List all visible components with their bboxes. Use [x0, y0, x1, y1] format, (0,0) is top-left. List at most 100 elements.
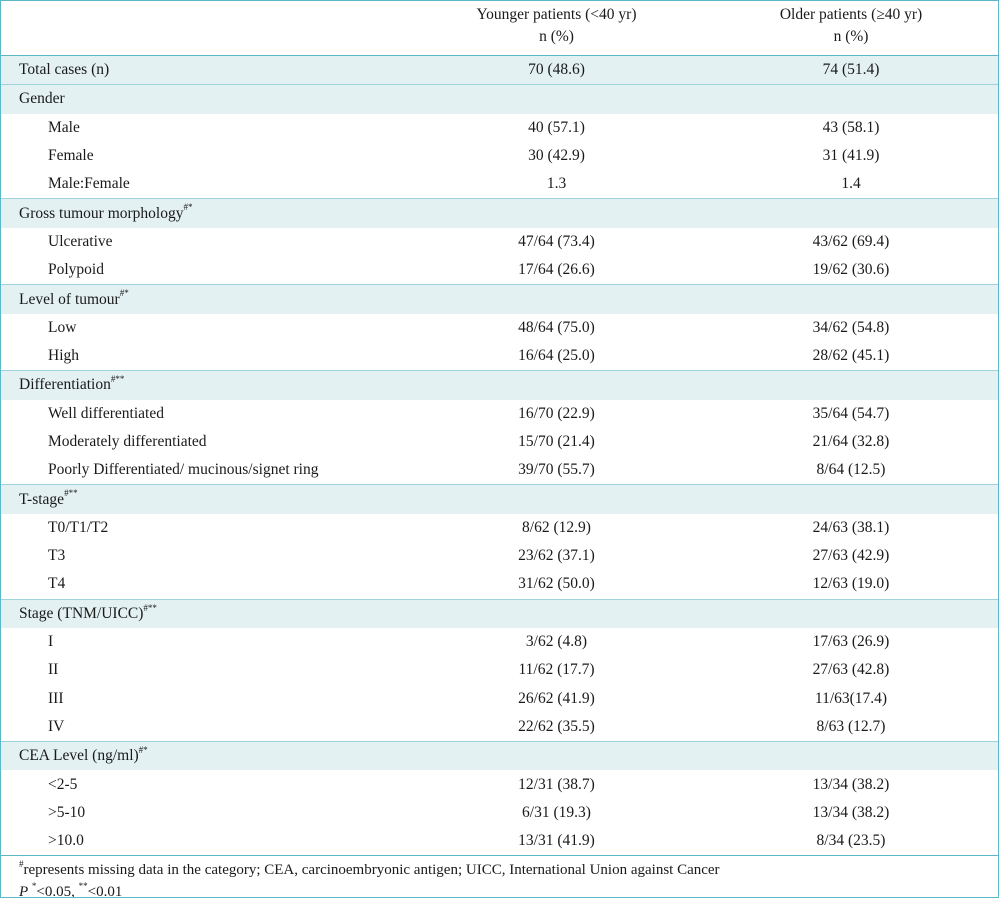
table-row: Poorly Differentiated/ mucinous/signet r…: [1, 456, 998, 485]
row-value-young: 23/62 (37.1): [518, 547, 595, 565]
header-older-unit: n (%): [833, 28, 869, 45]
row-label: II: [48, 661, 59, 679]
row-value-young: 16/70 (22.9): [518, 404, 595, 422]
row-value-young: 22/62 (35.5): [518, 717, 595, 735]
group-header-row: Gross tumour morphology#*: [1, 198, 998, 228]
footnote-missing: #represents missing data in the category…: [19, 859, 998, 881]
row-label: III: [48, 689, 64, 707]
group-label-text: T-stage: [19, 490, 65, 508]
group-label-text: CEA Level (ng/ml): [19, 747, 139, 765]
row-value-young: 15/70 (21.4): [518, 433, 595, 450]
group-header-row: Gender: [1, 84, 998, 114]
row-label: Poorly Differentiated/ mucinous/signet r…: [48, 461, 319, 479]
row-value-young: 16/64 (25.0): [518, 347, 595, 365]
header-younger: Younger patients (<40 yr) n (%): [409, 1, 704, 56]
footnote-p: P: [19, 884, 29, 898]
row-label: Male: [48, 118, 80, 136]
row-label: T4: [48, 575, 66, 593]
row-value-young: 17/64 (26.6): [518, 261, 595, 279]
total-label: Total cases (n): [1, 55, 409, 86]
footnote-sig2-mark: **: [78, 881, 88, 892]
group-header-row: CEA Level (ng/ml)#*: [1, 741, 998, 771]
group-label: T-stage#**: [1, 484, 409, 514]
row-value-old: 31 (41.9): [822, 147, 880, 165]
group-footnote-mark: #*: [138, 745, 148, 756]
footnote-sig1-mark: *: [31, 881, 37, 892]
table-row: I 3/62 (4.8) 17/63 (26.9): [1, 628, 998, 656]
data-table: Younger patients (<40 yr) n (%) Older pa…: [1, 1, 998, 857]
group-footnote-mark: #**: [64, 488, 78, 499]
row-value-old: 13/34 (38.2): [812, 803, 890, 821]
group-label-text: Gender: [19, 90, 65, 108]
group-label: Stage (TNM/UICC)#**: [1, 598, 409, 628]
table-row: Low 48/64 (75.0) 34/62 (54.8): [1, 314, 998, 342]
row-label: High: [48, 347, 79, 365]
group-footnote-mark: #**: [110, 374, 125, 385]
table-row: II 11/62 (17.7) 27/63 (42.8): [1, 656, 998, 684]
table-row: Polypoid 17/64 (26.6) 19/62 (30.6): [1, 256, 998, 285]
total-old: 74 (51.4): [704, 55, 998, 86]
group-label: CEA Level (ng/ml)#*: [1, 741, 409, 771]
row-value-young: 26/62 (41.9): [518, 689, 595, 707]
group-header-row: T-stage#**: [1, 484, 998, 514]
table-row: T3 23/62 (37.1) 27/63 (42.9): [1, 542, 998, 570]
row-value-old: 43/62 (69.4): [812, 232, 890, 250]
footnote-sig1-text: <0.05,: [36, 884, 79, 898]
row-value-young: 13/31 (41.9): [409, 827, 704, 857]
row-value-old: 21/64 (32.8): [812, 433, 890, 450]
row-value-old: 8/34 (23.5): [704, 827, 998, 857]
table-row: <2-5 12/31 (38.7) 13/34 (38.2): [1, 770, 998, 798]
row-label: Polypoid: [48, 261, 104, 279]
group-blank-cell: [409, 598, 704, 628]
row-value-old: 11/63(17.4): [814, 689, 888, 707]
table-row: Well differentiated 16/70 (22.9) 35/64 (54…: [1, 400, 998, 428]
group-blank-cell: [409, 370, 704, 400]
row-label: >10.0: [1, 827, 409, 857]
header-younger-title: Younger patients (<40 yr): [476, 6, 637, 23]
row-value-young: 47/64 (73.4): [518, 232, 595, 250]
row-value-old: 27/63 (42.9): [812, 547, 890, 565]
table-row: III 26/62 (41.9) 11/63(17.4): [1, 685, 998, 713]
table-row: Male:Female 1.3 1.4: [1, 170, 998, 199]
row-value-old: 35/64 (54.7): [812, 404, 890, 422]
row-value-young: 12/31 (38.7): [518, 775, 595, 793]
row-value-old: 34/62 (54.8): [812, 318, 890, 336]
footnote-pvalue: P *<0.05, **<0.01: [19, 881, 998, 898]
row-value-old: 12/63 (19.0): [812, 575, 890, 593]
row-value-old: 19/62 (30.6): [812, 261, 890, 279]
group-footnote-mark: #**: [143, 602, 157, 613]
row-value-old: 17/63 (26.9): [812, 633, 890, 651]
header-younger-unit: n (%): [539, 28, 574, 45]
group-label-text: Differentiation: [19, 376, 111, 394]
table-row: Ulcerative 47/64 (73.4) 43/62 (69.4): [1, 228, 998, 256]
header-older-title: Older patients (≥40 yr): [779, 6, 923, 23]
total-young: 70 (48.6): [409, 55, 704, 86]
row-label: <2-5: [48, 775, 78, 793]
group-blank-cell: [704, 284, 998, 314]
group-blank-cell: [704, 198, 998, 228]
group-blank-cell: [409, 484, 704, 514]
row-value-old: 8/64 (12.5): [816, 461, 886, 479]
table-row: T0/T1/T2 8/62 (12.9) 24/63 (38.1): [1, 514, 998, 542]
row-label: Moderately differentiated: [48, 433, 207, 450]
row-value-old: 28/62 (45.1): [812, 347, 890, 365]
group-footnote-mark: #*: [183, 202, 193, 213]
footnote-missing-mark: #: [19, 859, 24, 870]
group-blank-cell: [409, 198, 704, 228]
table-row: Moderately differentiated 15/70 (21.4) 21/…: [1, 428, 998, 456]
row-value-young: 40 (57.1): [528, 118, 585, 136]
row-label: Well differentiated: [48, 404, 164, 422]
group-label-text: Level of tumour: [19, 290, 120, 308]
footnote-sig2-text: <0.01: [87, 884, 123, 898]
group-blank-cell: [704, 84, 998, 114]
header-older: Older patients (≥40 yr) n (%): [704, 1, 998, 56]
row-value-young: 8/62 (12.9): [522, 518, 591, 536]
footnote-missing-text: represents missing data in the category;…: [23, 862, 720, 879]
row-label: T3: [48, 547, 66, 565]
group-header-row: Level of tumour#*: [1, 284, 998, 314]
row-value-young: 6/31 (19.3): [522, 803, 591, 821]
table-row: >5-10 6/31 (19.3) 13/34 (38.2): [1, 799, 998, 827]
group-label: Gender: [1, 84, 409, 114]
row-value-old: 13/34 (38.2): [812, 775, 890, 793]
